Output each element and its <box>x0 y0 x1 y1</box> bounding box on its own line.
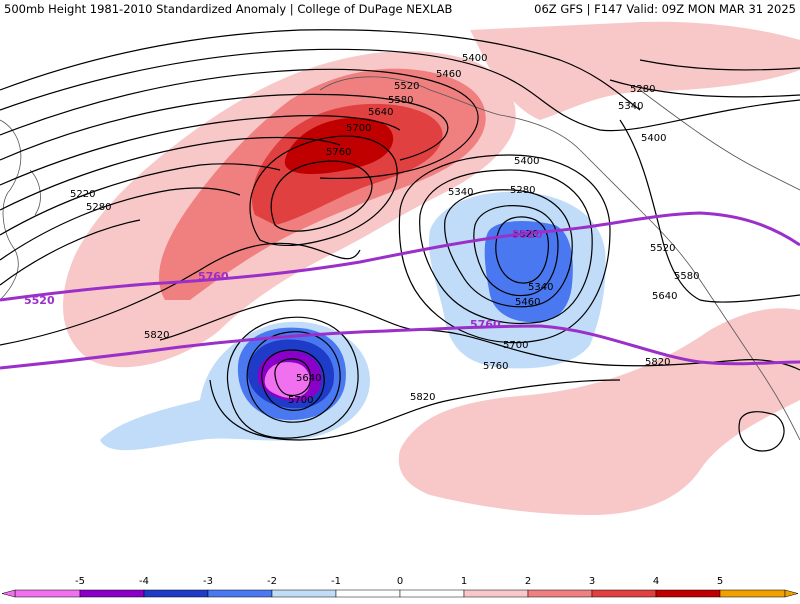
purple-label: 5520 <box>24 294 55 307</box>
colorbar-tick-label: -4 <box>139 576 149 587</box>
contour-label: 5460 <box>515 297 540 308</box>
colorbar-segment <box>463 589 529 598</box>
contour-label: 5640 <box>296 373 321 384</box>
contour-label: 5280 <box>630 84 655 95</box>
climatology-lines <box>0 211 800 370</box>
contour-label: 5400 <box>514 156 539 167</box>
colorbar-tick-label: 2 <box>525 576 531 587</box>
anomaly-pos1-northeast <box>470 21 800 121</box>
colorbar-segment <box>207 589 273 598</box>
alaska-coast <box>319 76 581 151</box>
positive-anomaly-shading <box>63 21 800 515</box>
contour-label: 5580 <box>674 271 699 282</box>
colorbar-segment <box>271 589 337 598</box>
colorbar-tick-label: 5 <box>717 576 723 587</box>
contour-label: 5760 <box>326 147 351 158</box>
contour-labels: 5220 5280 5400 5460 5520 5580 5640 5700 … <box>70 53 699 406</box>
purple-line-5520 <box>0 211 800 302</box>
colorbar-tick-label: -5 <box>75 576 85 587</box>
coastlines <box>0 76 800 441</box>
na-west-coast <box>579 149 800 441</box>
contour-label: 5280 <box>510 185 535 196</box>
purple-label: 5760 <box>198 270 229 283</box>
contour-label: 5700 <box>346 123 371 134</box>
colorbar-segment <box>591 589 657 598</box>
colorbar-tick-label: 0 <box>397 576 403 587</box>
contour-label: 5520 <box>513 229 538 240</box>
contour-label: 5400 <box>462 53 487 64</box>
contour-label: 5580 <box>388 95 413 106</box>
colorbar-svg: -5 -4 -3 -2 -1 0 1 2 3 4 5 <box>1 576 799 598</box>
contour-label: 5640 <box>652 291 677 302</box>
colorbar-tick-label: 1 <box>461 576 467 587</box>
contour-label: 5820 <box>645 357 670 368</box>
colorbar-tick-label: -2 <box>267 576 277 587</box>
colorbar-segment <box>79 589 145 598</box>
colorbar-left-arrow <box>1 589 16 598</box>
colorbar-tick-label: -3 <box>203 576 213 587</box>
colorbar: -5 -4 -3 -2 -1 0 1 2 3 4 5 <box>0 574 800 600</box>
climatology-labels: 5520 5520 5760 5760 <box>24 228 543 331</box>
contour-label: 5340 <box>618 101 643 112</box>
contour-label: 5640 <box>368 107 393 118</box>
map-title: 500mb Height 1981-2010 Standardized Anom… <box>4 2 453 16</box>
anomaly-map[interactable]: 5220 5280 5400 5460 5520 5580 5640 5700 … <box>0 18 800 574</box>
contour-label: 5760 <box>483 361 508 372</box>
title-bar: 500mb Height 1981-2010 Standardized Anom… <box>0 0 800 18</box>
colorbar-segments <box>1 589 799 598</box>
anomaly-pos1-subtropical <box>398 308 800 515</box>
contour-label: 5520 <box>650 243 675 254</box>
anomaly-pos4 <box>284 117 394 175</box>
purple-line-5760 <box>0 324 800 370</box>
contour-label: 5340 <box>528 282 553 293</box>
contour-label: 5700 <box>288 395 313 406</box>
colorbar-tick-label: 3 <box>589 576 595 587</box>
colorbar-segment <box>14 589 81 598</box>
contour-label: 5280 <box>86 202 111 213</box>
contour-label: 5700 <box>503 340 528 351</box>
purple-label: 5520 <box>512 228 543 241</box>
contour-label: 5520 <box>394 81 419 92</box>
colorbar-tick-label: -1 <box>331 576 341 587</box>
colorbar-segment <box>143 589 209 598</box>
model-valid-time: 06Z GFS | F147 Valid: 09Z MON MAR 31 202… <box>534 2 796 16</box>
colorbar-tick-labels: -5 -4 -3 -2 -1 0 1 2 3 4 5 <box>75 576 723 587</box>
colorbar-segment <box>399 589 465 598</box>
anomaly-neg2-east <box>484 220 573 323</box>
contour-label: 5340 <box>448 187 473 198</box>
contour-label: 5400 <box>641 133 666 144</box>
contour-label: 5820 <box>410 392 435 403</box>
contour-label: 5460 <box>436 69 461 80</box>
purple-label: 5760 <box>470 318 501 331</box>
anomaly-neg5 <box>264 362 310 398</box>
colorbar-tick-label: 4 <box>653 576 659 587</box>
height-contours <box>0 29 800 452</box>
colorbar-segment <box>527 589 593 598</box>
contour-label: 5820 <box>144 330 169 341</box>
colorbar-right-arrow <box>784 589 799 598</box>
map-svg: 5220 5280 5400 5460 5520 5580 5640 5700 … <box>0 21 800 515</box>
colorbar-segment <box>719 589 786 598</box>
colorbar-segment <box>655 589 721 598</box>
contour-label: 5220 <box>70 189 95 200</box>
asia-coast <box>0 119 22 301</box>
colorbar-segment <box>335 589 401 598</box>
